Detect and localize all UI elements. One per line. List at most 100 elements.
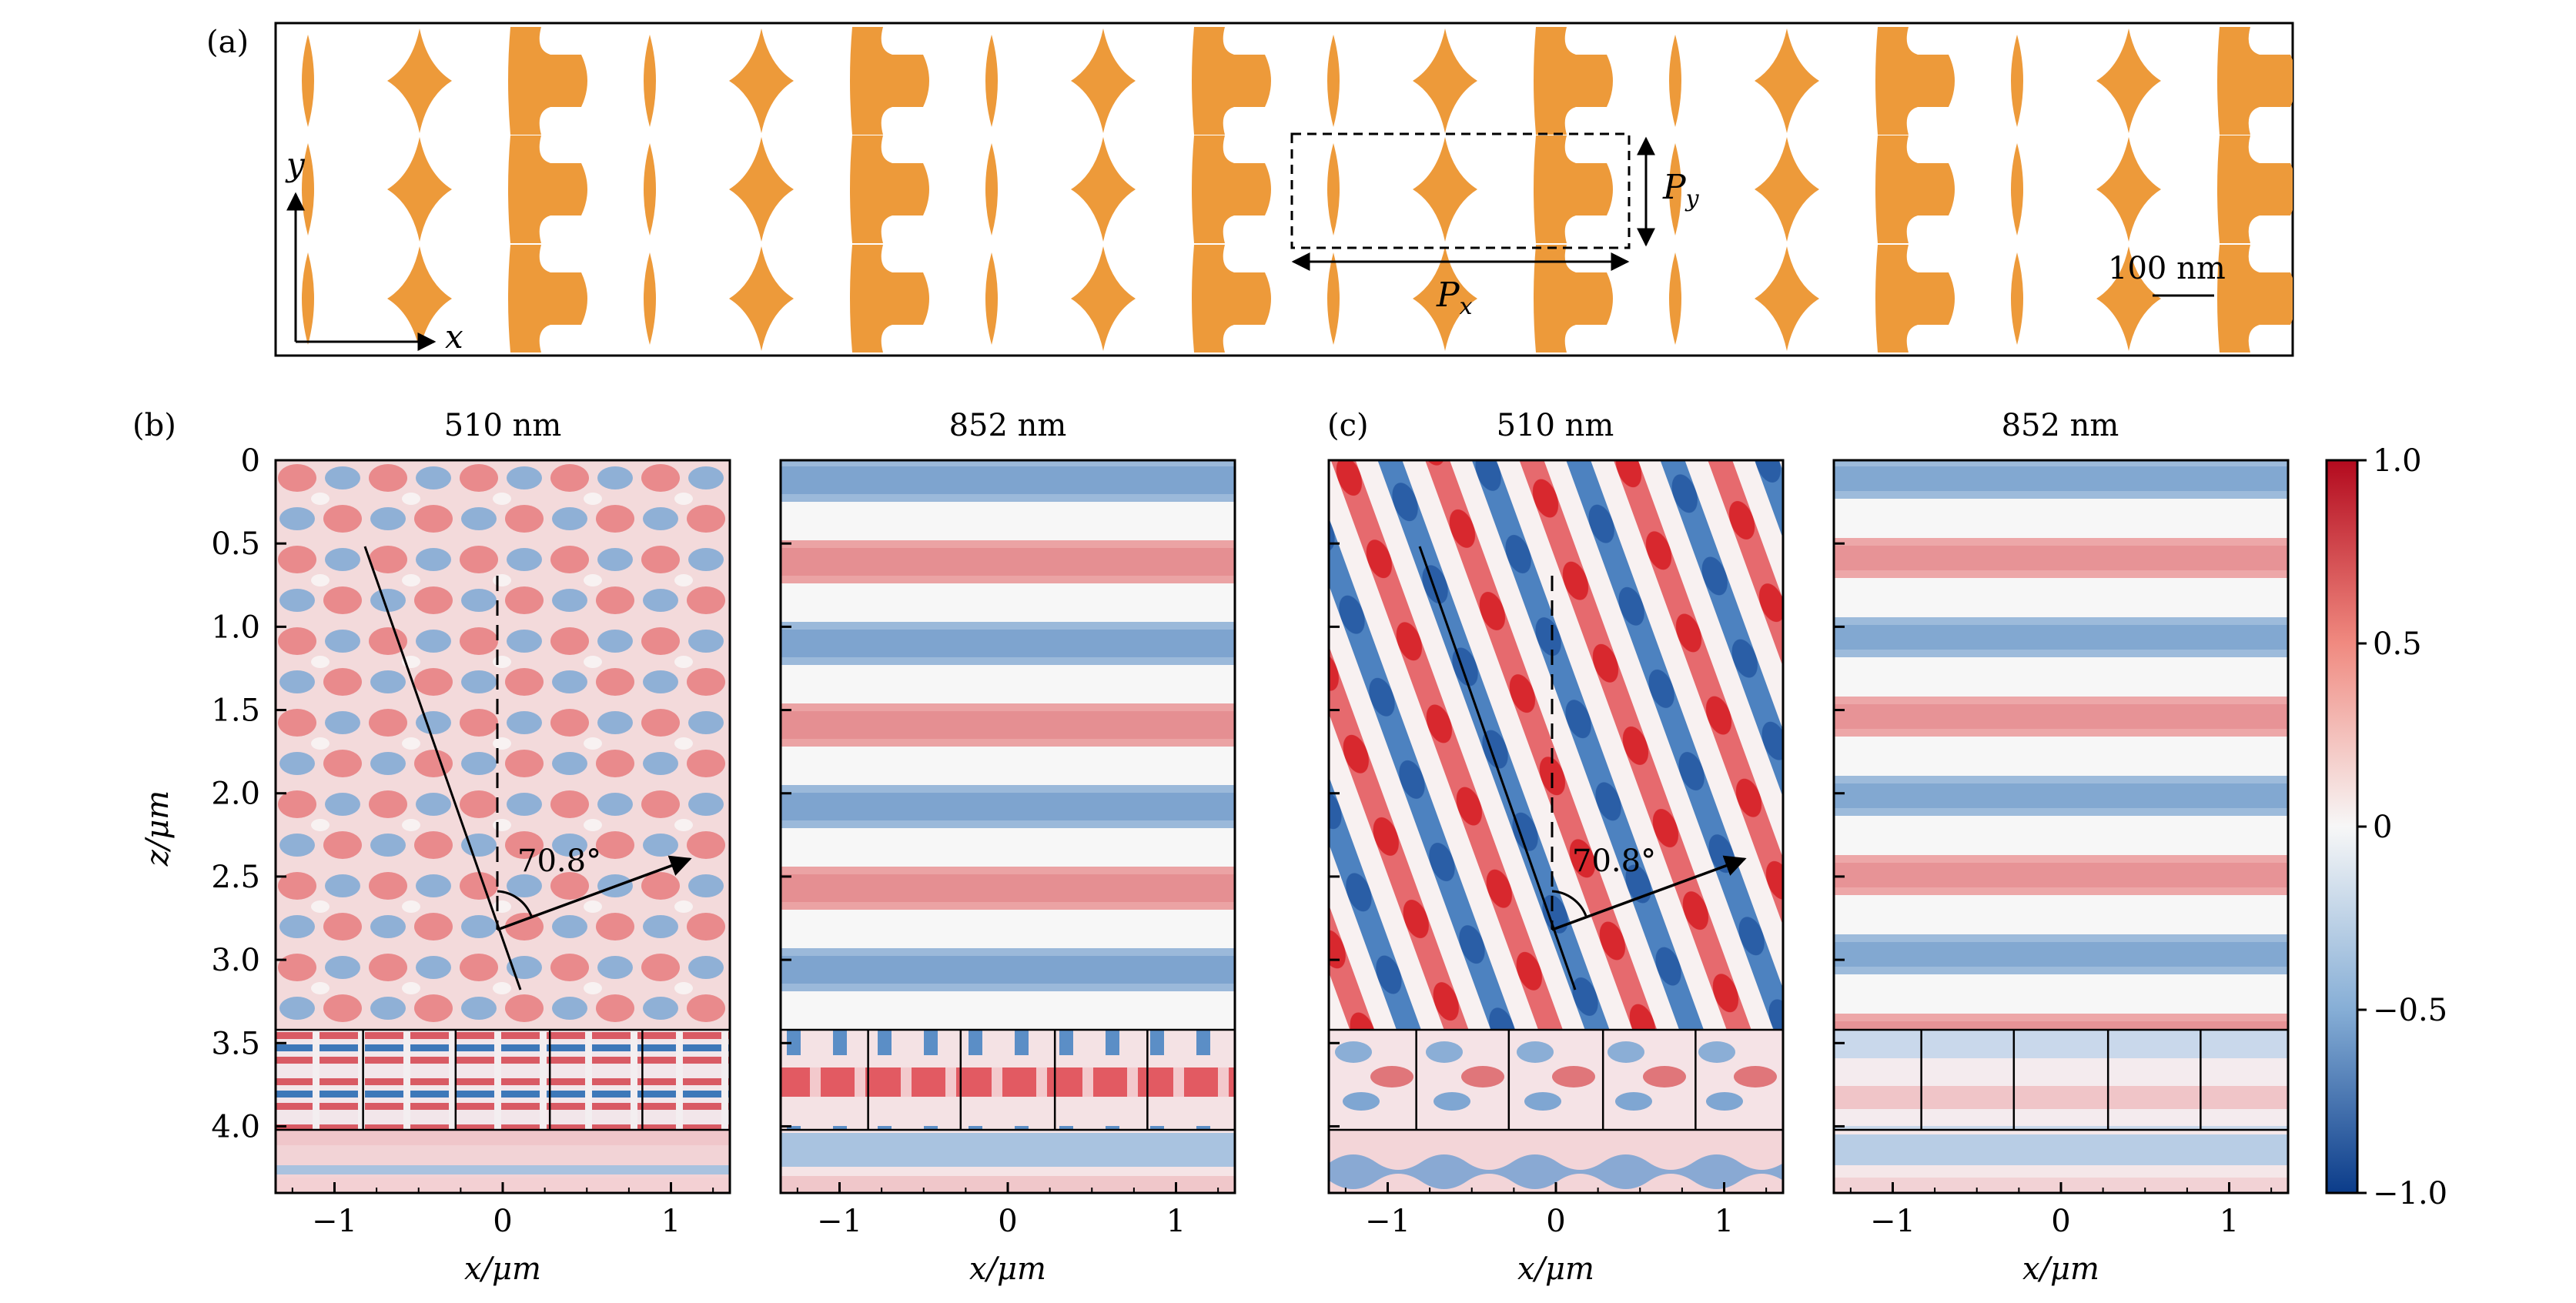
nano-diamond bbox=[2096, 28, 2161, 133]
z-tick-label: 3.5 bbox=[211, 1026, 260, 1061]
angle-label: 70.8° bbox=[517, 844, 601, 879]
nano-diamond bbox=[729, 246, 794, 351]
panel-c-left-map: 70.8° bbox=[1327, 459, 1785, 1194]
nano-needle bbox=[1669, 35, 1681, 127]
x-tick-label: −1 bbox=[817, 1204, 862, 1239]
nano-hook bbox=[850, 27, 929, 135]
nano-needle bbox=[302, 143, 314, 236]
x-axis-label: x/μm bbox=[464, 1251, 541, 1287]
py-label: Py bbox=[1662, 168, 1700, 212]
nano-hook bbox=[1192, 27, 1271, 135]
x-tick-label: 0 bbox=[1546, 1204, 1565, 1239]
nano-diamond bbox=[387, 137, 452, 242]
z-tick-label: 0.5 bbox=[211, 526, 260, 562]
z-tick-label: 4.0 bbox=[211, 1109, 260, 1144]
wavefront-line bbox=[363, 546, 522, 991]
x-tick-label: −1 bbox=[1870, 1204, 1915, 1239]
x-tick-label: 1 bbox=[1166, 1204, 1186, 1239]
colorbar-tick-label: 0.5 bbox=[2373, 626, 2422, 662]
x-tick-label: −1 bbox=[312, 1204, 357, 1239]
nano-diamond bbox=[2096, 137, 2161, 242]
nano-needle bbox=[985, 35, 998, 127]
x-axis-label: x/μm bbox=[1517, 1251, 1594, 1287]
nano-hook bbox=[2217, 135, 2293, 243]
colorbar: 1.0 0.5 0 −0.5 −1.0 bbox=[2325, 443, 2447, 1211]
nano-hook bbox=[2217, 27, 2293, 135]
nano-needle bbox=[302, 252, 314, 345]
panel-b-right-title: 852 nm bbox=[949, 408, 1067, 443]
nano-diamond bbox=[1755, 28, 1819, 133]
nano-needle bbox=[2011, 252, 2023, 345]
panel-b-right-map bbox=[779, 459, 1236, 1194]
colorbar-ticks: 1.0 0.5 0 −0.5 −1.0 bbox=[2357, 443, 2447, 1211]
colorbar-tick-label: −1.0 bbox=[2373, 1176, 2447, 1211]
z-tick-label: 2.5 bbox=[211, 860, 260, 895]
nano-hook bbox=[850, 135, 929, 243]
nano-diamond bbox=[1071, 246, 1136, 351]
metasurface-array bbox=[302, 27, 2293, 352]
nano-hook bbox=[508, 27, 587, 135]
axes: −1 0 1 x/μm −1 0 1 x/μm −1 0 1 x/μm −1 0 1 x/μm 0 0.5 1.0 1… bbox=[211, 443, 2273, 1287]
nano-diamond bbox=[1413, 246, 1477, 351]
angle-label: 70.8° bbox=[1572, 844, 1656, 879]
x-tick-label: 1 bbox=[1715, 1204, 1734, 1239]
nano-diamond bbox=[1413, 28, 1477, 133]
z-axis-label: z/μm bbox=[140, 790, 176, 867]
nano-needle bbox=[1327, 252, 1340, 345]
colorbar-gradient bbox=[2325, 459, 2359, 1194]
x-tick-label: −1 bbox=[1365, 1204, 1410, 1239]
x-axis-label: x/μm bbox=[969, 1251, 1046, 1287]
panel-c-right-map bbox=[1832, 459, 2290, 1194]
nano-hook bbox=[508, 135, 587, 243]
colorbar-tick-label: 0 bbox=[2373, 810, 2392, 845]
nano-hook bbox=[1534, 135, 1613, 243]
nano-diamond bbox=[2096, 246, 2161, 351]
z-tick-label: 3.0 bbox=[211, 943, 260, 978]
nano-needle bbox=[302, 35, 314, 127]
nano-needle bbox=[1327, 143, 1340, 236]
nano-needle bbox=[985, 252, 998, 345]
nano-diamond bbox=[1071, 28, 1136, 133]
colorbar-tick-label: −0.5 bbox=[2373, 993, 2447, 1028]
nano-diamond bbox=[387, 28, 452, 133]
x-tick-label: 0 bbox=[998, 1204, 1017, 1239]
nano-hook bbox=[1534, 27, 1613, 135]
nano-diamond bbox=[729, 137, 794, 242]
nano-diamond bbox=[387, 246, 452, 351]
nano-hook bbox=[1875, 245, 1955, 352]
panel-b-label: (b) bbox=[132, 408, 176, 443]
wavefront-line bbox=[1418, 546, 1577, 991]
nano-needle bbox=[1669, 143, 1681, 236]
panel-b-left-title: 510 nm bbox=[444, 408, 562, 443]
panel-c-left-title: 510 nm bbox=[1497, 408, 1614, 443]
x-tick-label: 1 bbox=[661, 1204, 681, 1239]
nano-hook bbox=[1192, 245, 1271, 352]
angle-arc bbox=[1551, 890, 1587, 917]
nano-hook bbox=[850, 245, 929, 352]
x-tick-label: 1 bbox=[2220, 1204, 2239, 1239]
nano-diamond bbox=[1071, 137, 1136, 242]
nano-hook bbox=[1534, 245, 1613, 352]
nano-diamond bbox=[1413, 137, 1477, 242]
x-tick-label: 0 bbox=[2051, 1204, 2070, 1239]
panel-a-label: (a) bbox=[206, 25, 249, 60]
z-tick-label: 1.5 bbox=[211, 693, 260, 729]
propagation-arrow bbox=[1551, 855, 1747, 931]
nano-hook bbox=[1875, 27, 1955, 135]
nano-diamond bbox=[1755, 137, 1819, 242]
panel-a-frame bbox=[274, 22, 2294, 357]
z-tick-label: 0 bbox=[241, 443, 260, 479]
x-axis-label: x bbox=[445, 318, 463, 356]
z-tick-label: 1.0 bbox=[211, 610, 260, 645]
z-tick-label: 2.0 bbox=[211, 777, 260, 812]
colorbar-tick-label: 1.0 bbox=[2373, 443, 2422, 479]
nano-hook bbox=[1875, 135, 1955, 243]
nano-needle bbox=[1669, 252, 1681, 345]
nano-needle bbox=[985, 143, 998, 236]
y-axis-label: y bbox=[285, 145, 306, 183]
panel-c-right-title: 852 nm bbox=[2002, 408, 2119, 443]
px-label: Px bbox=[1436, 276, 1473, 320]
nano-diamond bbox=[1755, 246, 1819, 351]
nano-needle bbox=[644, 252, 656, 345]
